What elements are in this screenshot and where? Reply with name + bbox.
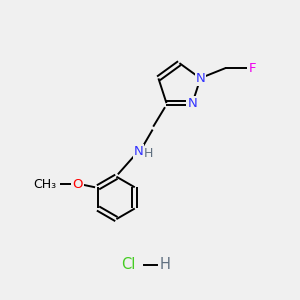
Text: Cl: Cl <box>121 257 135 272</box>
Text: CH₃: CH₃ <box>34 178 57 191</box>
Text: H: H <box>159 257 170 272</box>
Text: N: N <box>196 72 205 85</box>
Text: F: F <box>249 61 256 75</box>
Text: N: N <box>134 145 143 158</box>
Text: H: H <box>144 147 154 160</box>
Text: N: N <box>188 97 197 110</box>
Text: O: O <box>72 178 83 191</box>
